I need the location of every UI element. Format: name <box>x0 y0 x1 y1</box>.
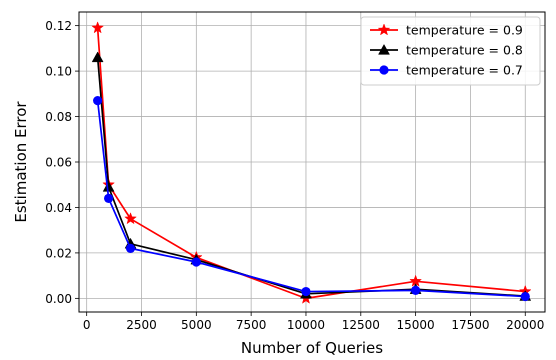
y-tick-label: 0.12 <box>45 19 72 33</box>
legend-label: temperature = 0.9 <box>406 23 523 38</box>
y-tick-label: 0.06 <box>45 156 72 170</box>
x-axis-title: Number of Queries <box>241 339 383 357</box>
legend-marker <box>379 65 389 75</box>
data-point-circle <box>520 291 530 302</box>
legend-label: temperature = 0.8 <box>406 43 523 58</box>
y-tick-label: 0.10 <box>45 65 72 79</box>
x-tick-label: 2500 <box>126 318 157 332</box>
data-point-circle <box>301 286 311 297</box>
x-tick-label: 5000 <box>181 318 212 332</box>
series-temperature-0-7 <box>93 96 530 302</box>
x-tick-label: 17500 <box>451 318 489 332</box>
legend-label: temperature = 0.7 <box>406 63 523 78</box>
series-group <box>91 21 532 304</box>
legend-entry: temperature = 0.7 <box>370 63 523 78</box>
legend-entry: temperature = 0.8 <box>370 43 523 58</box>
y-axis-title: Estimation Error <box>12 101 30 223</box>
data-point-circle <box>104 193 114 203</box>
y-tick-label: 0.04 <box>45 201 72 215</box>
legend-box <box>360 16 541 86</box>
x-tick-label: 7500 <box>236 318 267 332</box>
x-tick-label: 12500 <box>342 318 380 332</box>
x-tick-label: 15000 <box>397 318 435 332</box>
x-tick-label: 0 <box>83 318 91 332</box>
data-point-circle <box>411 285 421 296</box>
legend: temperature = 0.9 temperature = 0.8 temper… <box>360 16 541 86</box>
x-tick-label: 20000 <box>506 318 544 332</box>
data-point-star <box>124 212 137 225</box>
x-tick-label: 10000 <box>287 318 325 332</box>
y-tick-label: 0.08 <box>45 110 72 124</box>
y-tick-label: 0.00 <box>45 292 72 306</box>
legend-entry: temperature = 0.9 <box>370 23 523 38</box>
data-point-circle <box>93 96 103 106</box>
data-point-triangle <box>91 51 104 63</box>
legend-marker <box>377 23 391 36</box>
data-point-circle <box>125 243 136 253</box>
y-tick-label: 0.02 <box>45 246 72 260</box>
legend-marker <box>378 43 390 55</box>
data-point-circle <box>191 257 201 267</box>
data-point-star <box>91 21 105 34</box>
axes: 0 2500 5000 7500 10000 12500 15000 17500 20000 0.… <box>45 19 544 332</box>
